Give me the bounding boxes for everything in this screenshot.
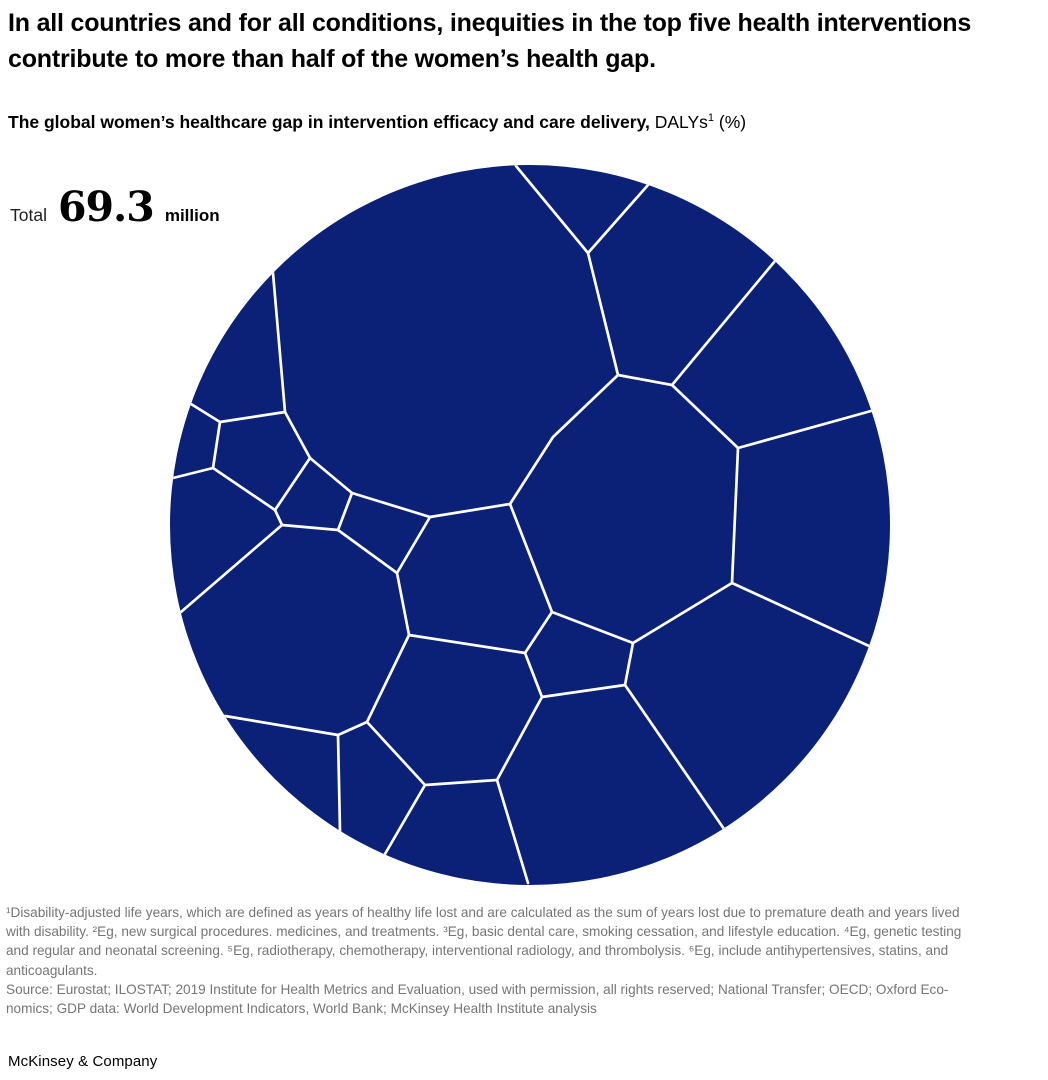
subtitle-unit-prefix: DALYs xyxy=(649,112,708,132)
cell-border xyxy=(423,778,499,787)
cell-border xyxy=(523,651,544,699)
subtitle-unit-suffix: (%) xyxy=(714,112,747,132)
cell-border xyxy=(428,502,512,519)
cell-border xyxy=(336,491,354,532)
cell-border xyxy=(383,783,427,856)
cell-border xyxy=(495,695,544,782)
cell-border xyxy=(283,410,312,460)
footnote-line: ¹Disability-adjusted life years, which a… xyxy=(6,905,960,920)
cell-border xyxy=(189,402,222,424)
cell-border xyxy=(211,466,277,512)
cell-border xyxy=(508,373,620,506)
total-unit: million xyxy=(164,206,220,225)
cell-border xyxy=(631,581,734,645)
cell-border xyxy=(365,633,411,724)
cell-border xyxy=(336,528,399,575)
cell-border xyxy=(171,466,215,480)
cell-border xyxy=(395,515,432,575)
cell-border xyxy=(407,633,527,655)
subtitle-bold-text: The global women’s healthcare gap in int… xyxy=(8,112,650,132)
cell-border xyxy=(508,502,554,614)
cell-border xyxy=(211,420,222,470)
cell-border xyxy=(586,251,620,377)
cell-border xyxy=(616,373,674,387)
total-annotation: Total 69.3 million xyxy=(10,183,220,231)
cell-border xyxy=(623,641,635,687)
cell-border xyxy=(495,778,530,885)
cell-border xyxy=(736,409,873,450)
cell-border xyxy=(280,523,340,532)
page-title: In all countries and for all conditions,… xyxy=(8,9,972,73)
footnote-line: and regular and neonatal screening. ⁵Eg,… xyxy=(6,943,949,959)
cell-border xyxy=(273,508,284,527)
cell-border xyxy=(336,733,342,833)
cell-border xyxy=(670,383,740,450)
cell-border xyxy=(550,610,635,645)
cell-border xyxy=(308,456,354,495)
cell-border xyxy=(623,683,726,831)
mckinsey-logo: McKinsey & Company xyxy=(8,1053,158,1070)
chart-circle xyxy=(170,165,890,885)
footnote-line: anticoagulants. xyxy=(6,962,98,978)
cell-border xyxy=(395,571,411,637)
cell-border xyxy=(271,271,287,414)
chart-subtitle: The global women’s healthcare gap in int… xyxy=(8,112,1038,133)
voronoi-chart-container xyxy=(170,165,890,885)
voronoi-chart xyxy=(170,165,890,885)
source-line: Source: Eurostat; ILOSTAT; 2019 Institut… xyxy=(6,981,949,997)
cell-border xyxy=(218,410,287,424)
cell-border xyxy=(540,683,627,699)
cell-border xyxy=(523,610,554,655)
cell-border xyxy=(336,720,369,737)
cell-border xyxy=(273,456,312,512)
total-label: Total xyxy=(10,205,47,225)
cell-border xyxy=(223,714,340,737)
footnotes: ¹Disability-adjusted life years, which a… xyxy=(6,903,1046,1018)
cell-border xyxy=(586,183,650,255)
subtitle-footnote-marker: 1 xyxy=(707,112,715,125)
cell-border xyxy=(514,165,590,255)
cell-border xyxy=(730,581,871,648)
cell-border xyxy=(365,720,427,787)
cell-border xyxy=(350,491,432,519)
cell-border xyxy=(670,259,777,387)
total-value: 69.3 xyxy=(57,183,155,231)
footnote-line: with disability. ²Eg, new surgical proce… xyxy=(6,924,962,940)
cell-border xyxy=(179,523,284,614)
source-line: nomics; GDP data: World Development Indi… xyxy=(6,1001,597,1017)
cell-border xyxy=(730,446,740,585)
